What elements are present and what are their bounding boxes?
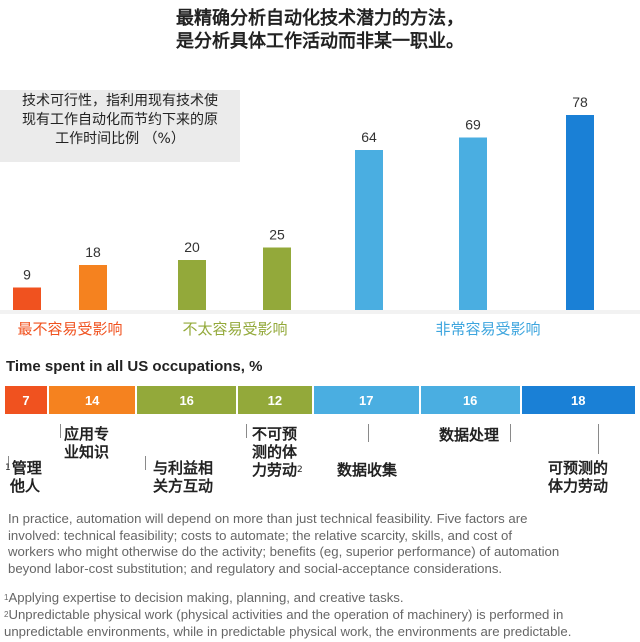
footnote-text: Unpredictable physical work (physical ac… [8, 607, 564, 622]
activity-tick-4 [246, 424, 247, 438]
activity-label-stakeholder-interaction: 与利益相 关方互动 [153, 459, 213, 495]
activity-text: 数据处理 [439, 426, 500, 444]
footnote-2: 2Unpredictable physical work (physical a… [4, 607, 636, 640]
group-label-2: 不太容易受影响 [182, 320, 287, 338]
bar-3 [178, 260, 206, 310]
activity-text: 数据收集 [337, 461, 398, 479]
activity-label-processing-data: 数据处理 [439, 426, 499, 444]
footnote-1: 1Applying expertise to decision making, … [4, 590, 636, 607]
bar-7 [566, 115, 594, 310]
bar-5 [355, 150, 383, 310]
paragraph-line: In practice, automation will depend on m… [8, 511, 528, 526]
activity-label-predictable-physical: 可预测的 体力劳动 [548, 459, 608, 495]
activity-text: 可预测的 [548, 459, 609, 477]
legend-line-2: 现有工作自动化而节约下来的原 [22, 112, 218, 128]
activity-label-managing-others: 1管理 他人 [5, 459, 42, 495]
feasibility-bar-chart: 9 18 20 25 64 69 78 最不容易受影响 不太容易受影响 非常容易受影响 [0, 94, 640, 338]
activity-tick-7 [598, 424, 599, 454]
bar-value-label-2: 18 [85, 244, 101, 260]
title-line-2: 是分析具体工作活动而非某一职业。 [176, 31, 464, 52]
activity-text: 他人 [10, 477, 41, 495]
bar-2 [79, 265, 107, 310]
activity-text: 业知识 [64, 443, 110, 461]
bar-value-label-3: 20 [184, 239, 200, 255]
activity-text: 与利益相 [153, 459, 214, 477]
bar-value-label-7: 78 [572, 94, 588, 110]
footnote-text: unpredictable environments, while in pre… [4, 623, 572, 639]
activity-text: 体力劳动 [548, 477, 609, 495]
bar-value-label-1: 9 [23, 267, 31, 283]
paragraph-line: workers who might otherwise do the activ… [8, 544, 560, 560]
activity-text: 测的体 [252, 443, 298, 461]
time-segment-2: 14 [49, 386, 136, 414]
paragraph-line: beyond labor-cost substitution; and regu… [8, 560, 503, 576]
footnote-number: 1 [4, 593, 9, 602]
time-segment-1: 7 [5, 386, 48, 414]
footnote-marker-1: 1 [5, 463, 11, 473]
activity-text: 关方互动 [153, 477, 214, 495]
activity-text: 管理 [11, 459, 42, 477]
footnote-number: 2 [4, 610, 9, 619]
time-segment-7: 18 [521, 386, 635, 414]
bar-value-label-4: 25 [269, 227, 285, 243]
chart-baseline [0, 310, 640, 314]
time-segment-3: 16 [137, 386, 237, 414]
legend-box [0, 90, 240, 162]
group-label-1: 最不容易受影响 [17, 320, 122, 338]
activity-text: 力劳动 [252, 461, 298, 479]
activity-text: 应用专 [64, 425, 110, 443]
activity-text: 不可预 [252, 425, 298, 443]
group-label-3: 非常容易受影响 [435, 320, 540, 338]
chart-legend-text: 技术可行性，指利用现有技术使 现有工作自动化而节约下来的原 工作时间比例 （%） [4, 92, 236, 149]
bar-1 [13, 287, 41, 310]
time-segment-4: 12 [238, 386, 312, 414]
activity-tick-3 [145, 456, 146, 470]
legend-line-1: 技术可行性，指利用现有技术使 [22, 93, 218, 109]
time-segment-5: 17 [313, 386, 419, 414]
time-spent-title: Time spent in all US occupations, % [6, 358, 263, 375]
activity-label-unpredictable-physical: 不可预 测的体 力劳动2 [252, 425, 304, 479]
bar-6 [459, 137, 487, 310]
bar-4 [263, 247, 291, 310]
activity-tick-5 [368, 424, 369, 442]
footnote-text: Applying expertise to decision making, p… [8, 590, 404, 605]
time-segment-6: 16 [420, 386, 520, 414]
automation-factors-paragraph: In practice, automation will depend on m… [8, 511, 632, 577]
activity-label-applying-expertise: 应用专 业知识 [64, 425, 109, 461]
paragraph-line: involved: technical feasibility; costs t… [8, 527, 513, 543]
footnote-marker-2: 2 [297, 465, 303, 475]
legend-line-3: 工作时间比例 （%） [55, 131, 185, 147]
activity-tick-1 [8, 456, 9, 468]
bar-value-label-5: 64 [361, 129, 377, 145]
activity-label-collecting-data: 数据收集 [337, 461, 397, 479]
activity-tick-2 [60, 424, 61, 438]
time-spent-strip: 7 14 16 12 17 16 18 [5, 386, 635, 414]
activity-tick-6 [510, 424, 511, 442]
title-line-1: 最精确分析自动化技术潜力的方法， [176, 8, 464, 29]
bar-value-label-6: 69 [465, 117, 481, 133]
page-title: 最精确分析自动化技术潜力的方法， 是分析具体工作活动而非某一职业。 [0, 7, 640, 53]
